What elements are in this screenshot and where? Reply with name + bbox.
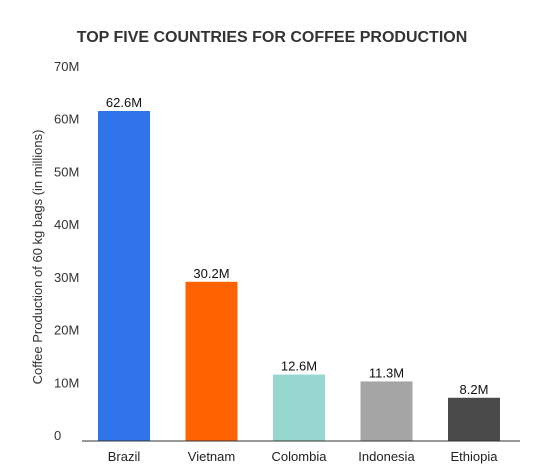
bar-ethiopia bbox=[448, 397, 500, 441]
category-label-ethiopia: Ethiopia bbox=[451, 449, 499, 464]
category-label-colombia: Colombia bbox=[272, 449, 328, 464]
category-label-brazil: Brazil bbox=[108, 449, 141, 464]
y-tick-label: 40M bbox=[54, 217, 79, 232]
y-tick-label: 30M bbox=[54, 270, 79, 285]
category-labels-group: Brazil Vietnam Colombia Indonesia Ethiopia bbox=[108, 449, 499, 464]
y-axis-ticks: 0 10M 20M 30M 40M 50M 60M 70M bbox=[54, 59, 79, 443]
bar-brazil bbox=[98, 111, 150, 441]
data-label-ethiopia: 8.2M bbox=[460, 382, 489, 397]
y-tick-label: 70M bbox=[54, 59, 79, 74]
bar-vietnam bbox=[185, 281, 238, 441]
y-axis-title: Coffee Production of 60 kg bags (in mill… bbox=[30, 130, 45, 385]
y-tick-label: 50M bbox=[54, 164, 79, 179]
y-tick-label: 20M bbox=[54, 323, 79, 338]
bars-group bbox=[98, 111, 500, 441]
data-label-vietnam: 30.2M bbox=[193, 266, 229, 281]
category-label-indonesia: Indonesia bbox=[358, 449, 415, 464]
category-label-vietnam: Vietnam bbox=[188, 449, 235, 464]
chart-title: TOP FIVE COUNTRIES FOR COFFEE PRODUCTION bbox=[77, 29, 468, 46]
data-label-indonesia: 11.3M bbox=[369, 365, 404, 380]
y-tick-label: 10M bbox=[54, 375, 79, 390]
bar-indonesia bbox=[360, 381, 413, 441]
data-label-colombia: 12.6M bbox=[281, 359, 317, 374]
data-labels-group: 62.6M 30.2M 12.6M 11.3M 8.2M bbox=[106, 95, 489, 397]
y-tick-label: 0 bbox=[54, 428, 61, 443]
data-label-brazil: 62.6M bbox=[106, 95, 142, 110]
bar-colombia bbox=[273, 374, 325, 441]
y-tick-label: 60M bbox=[54, 112, 79, 127]
